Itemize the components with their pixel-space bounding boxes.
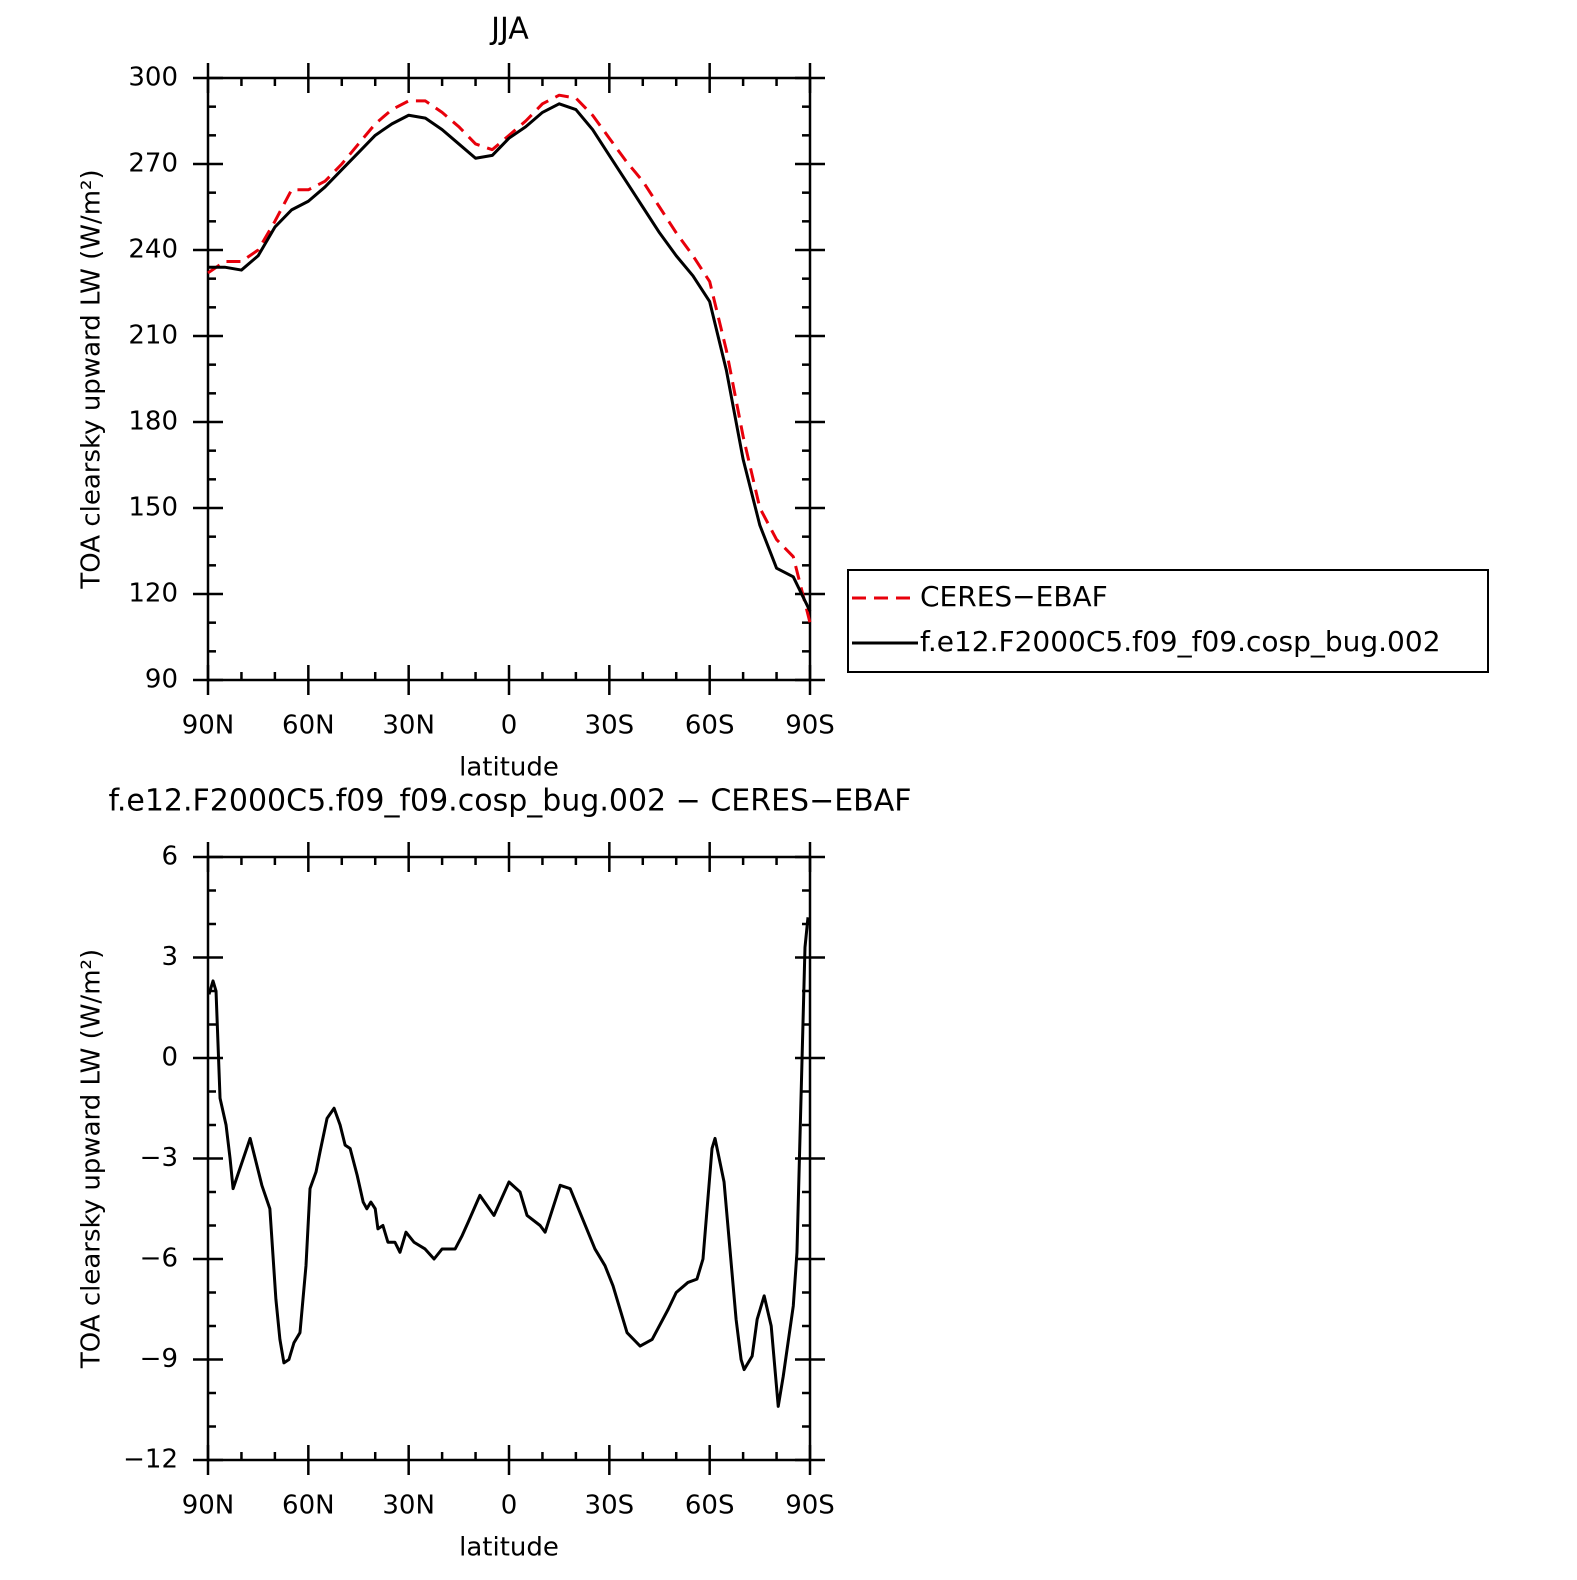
y-tick-label: 3	[161, 942, 178, 972]
x-tick-label: 90S	[785, 1491, 835, 1521]
x-tick-label: 60N	[282, 711, 335, 741]
x-tick-label: 0	[501, 1491, 518, 1521]
y-axis-label: TOA clearsky upward LW (W/m²)	[77, 169, 107, 589]
y-tick-label: −12	[123, 1445, 178, 1475]
x-axis-label: latitude	[459, 1533, 559, 1563]
legend-label: CERES−EBAF	[920, 580, 1108, 613]
y-tick-label: 270	[128, 149, 178, 179]
y-tick-label: 120	[128, 579, 178, 609]
legend-box	[847, 569, 1489, 673]
series-line	[208, 102, 812, 612]
x-tick-label: 90N	[182, 711, 235, 741]
y-tick-label: −9	[140, 1344, 178, 1374]
legend-label: f.e12.F2000C5.f09_f09.cosp_bug.002	[920, 625, 1441, 658]
x-tick-label: 30S	[585, 711, 635, 741]
x-tick-label: 60S	[685, 711, 735, 741]
y-tick-label: 0	[161, 1043, 178, 1073]
x-tick-label: 90N	[182, 1491, 235, 1521]
x-tick-label: 30N	[382, 711, 435, 741]
x-tick-label: 60S	[685, 1491, 735, 1521]
plot-frame	[206, 76, 812, 682]
y-tick-label: 150	[128, 493, 178, 523]
chart-title: f.e12.F2000C5.f09_f09.cosp_bug.002 − CER…	[108, 784, 911, 819]
y-tick-label: −3	[140, 1143, 178, 1173]
y-tick-label: 6	[161, 842, 178, 872]
x-tick-label: 30S	[585, 1491, 635, 1521]
y-axis-label: TOA clearsky upward LW (W/m²)	[77, 949, 107, 1369]
x-tick-label: 0	[501, 711, 518, 741]
y-tick-label: 300	[128, 63, 178, 93]
series-line	[207, 917, 810, 1408]
x-tick-label: 60N	[282, 1491, 335, 1521]
y-tick-label: −6	[140, 1244, 178, 1274]
y-tick-label: 90	[145, 665, 178, 695]
y-tick-label: 240	[128, 235, 178, 265]
y-tick-label: 210	[128, 321, 178, 351]
x-tick-label: 30N	[382, 1491, 435, 1521]
chart-title: JJA	[489, 12, 529, 47]
x-tick-label: 90S	[785, 711, 835, 741]
y-tick-label: 180	[128, 407, 178, 437]
x-axis-label: latitude	[459, 753, 559, 783]
series-line	[207, 93, 812, 624]
